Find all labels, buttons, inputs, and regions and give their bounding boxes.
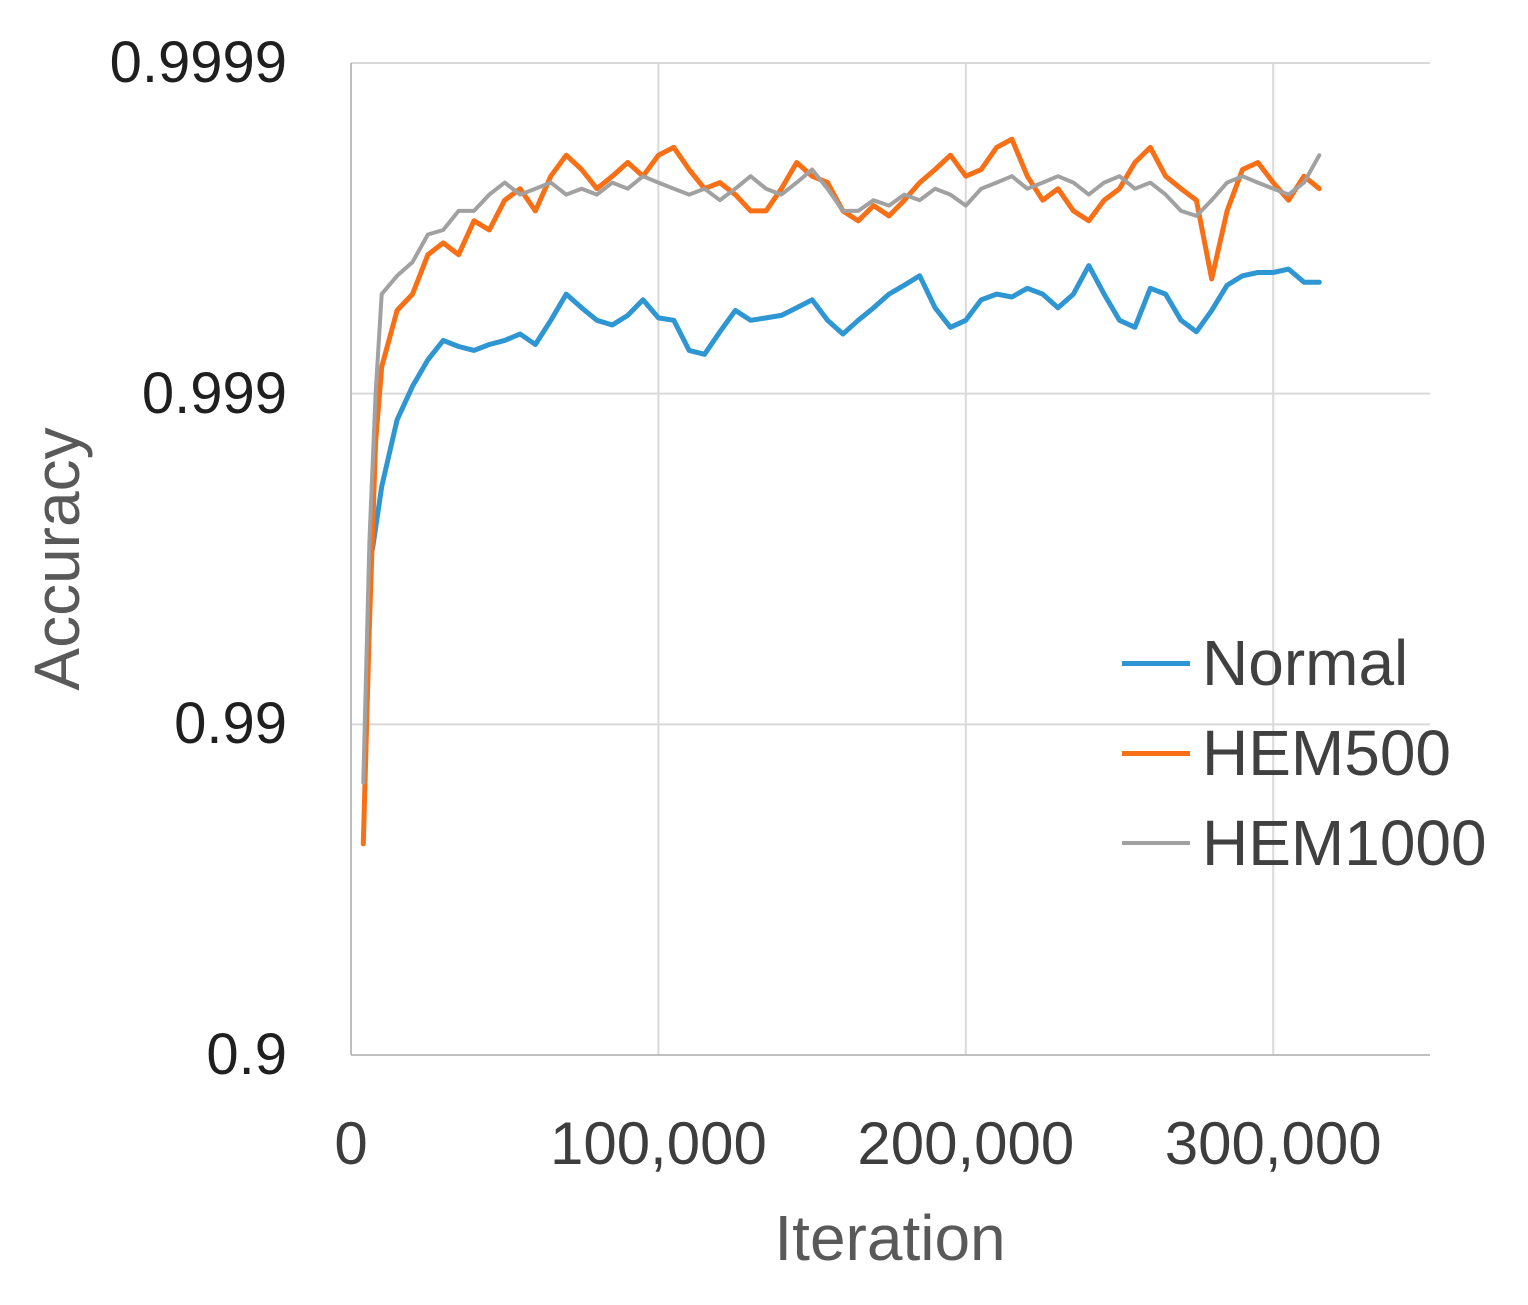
x-axis-title: Iteration [774,1202,1006,1274]
x-tick-label-300000: 300,000 [1164,1110,1382,1177]
x-tick-label-100000: 100,000 [549,1110,767,1177]
x-tick-label-200000: 200,000 [857,1110,1075,1177]
legend: Normal HEM500 HEM1000 [1122,618,1487,888]
legend-item-hem500: HEM500 [1122,708,1487,798]
y-tick-label-0.9999: 0.9999 [109,30,287,95]
series-line-hem1000 [361,153,1322,785]
legend-line-swatch-normal [1122,660,1190,666]
legend-label-hem500: HEM500 [1202,717,1451,789]
legend-item-hem1000: HEM1000 [1122,798,1487,888]
x-tick-label-0: 0 [334,1110,368,1177]
legend-item-normal: Normal [1122,618,1487,708]
y-tick-label-0.999: 0.999 [141,360,287,426]
legend-label-hem1000: HEM1000 [1202,807,1487,879]
y-tick-label-0.99: 0.99 [174,691,287,757]
legend-line-swatch-hem1000 [1122,841,1190,845]
series-line-normal [370,263,1322,552]
legend-line-swatch-hem500 [1122,750,1190,756]
legend-label-normal: Normal [1202,627,1409,699]
series-line-hem500 [360,136,1322,847]
y-tick-label-0.9: 0.9 [206,1022,287,1087]
y-axis-title: Accuracy [21,427,93,691]
